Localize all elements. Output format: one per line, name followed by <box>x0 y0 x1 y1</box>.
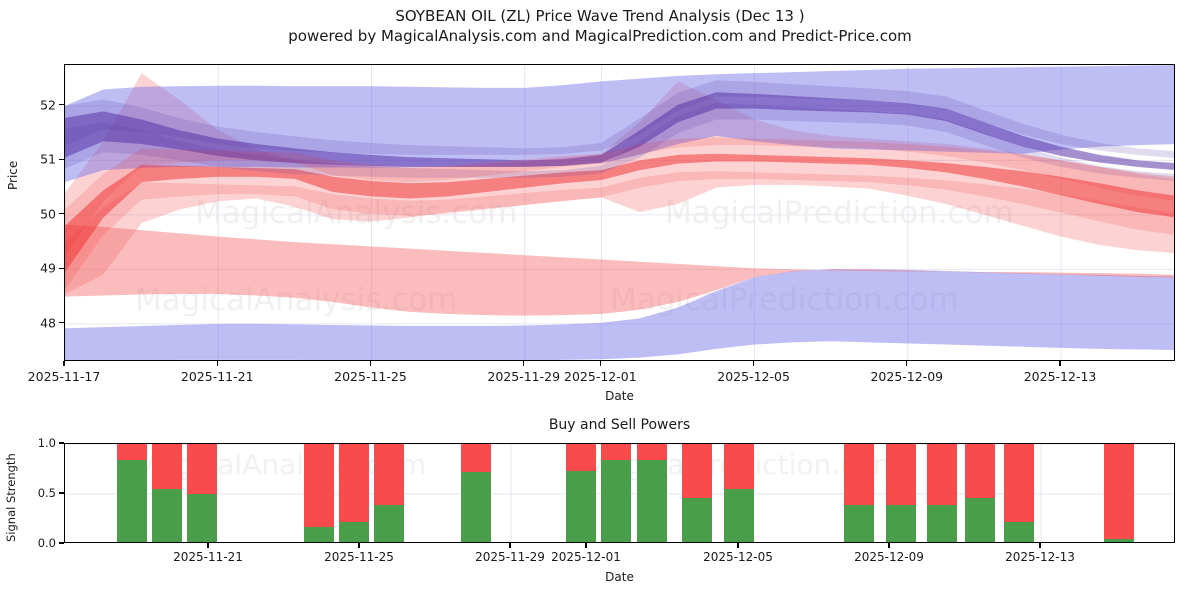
bar-buy <box>601 460 631 542</box>
bar-buy <box>304 527 334 542</box>
lower-x-tick-label: 2025-12-09 <box>854 550 924 564</box>
bar-sell <box>844 444 874 505</box>
bar-buy <box>886 505 916 542</box>
main-x-tick-mark <box>599 361 601 366</box>
bar-buy <box>637 460 667 542</box>
bar-sell <box>187 444 217 494</box>
main-y-tick-mark <box>59 158 64 160</box>
main-y-tick-label: 48 <box>40 315 56 331</box>
bar-buy <box>844 505 874 542</box>
bar-buy <box>927 505 957 542</box>
lower-y-tick-mark <box>59 442 64 444</box>
main-y-tick-label: 51 <box>40 151 56 167</box>
lower-x-tick-label: 2025-12-13 <box>1005 550 1075 564</box>
lower-x-axis-label: Date <box>605 570 634 584</box>
main-y-tick-mark <box>59 322 64 324</box>
main-x-tick-mark <box>369 361 372 366</box>
title-block: SOYBEAN OIL (ZL) Price Wave Trend Analys… <box>0 6 1200 47</box>
svg-text:MagicalAnalysis.com: MagicalAnalysis.com <box>135 282 457 318</box>
main-y-tick-label: 49 <box>40 260 56 276</box>
bar-buy <box>1004 522 1034 542</box>
price-wave-chart: MagicalAnalysis.com MagicalPrediction.com… <box>64 64 1175 361</box>
lower-y-tick-label: 1.0 <box>37 436 56 450</box>
main-x-tick-label: 2025-11-17 <box>27 369 101 384</box>
bar-sell <box>724 444 754 489</box>
bar-sell <box>339 444 369 522</box>
lower-x-tick-label: 2025-11-21 <box>173 550 243 564</box>
bar-buy <box>682 498 712 542</box>
svg-text:MagicalPrediction.com: MagicalPrediction.com <box>610 282 959 318</box>
bar-sell <box>886 444 916 505</box>
bar-buy <box>566 471 596 542</box>
bar-sell <box>374 444 404 505</box>
lower-y-tick-label: 0.5 <box>37 486 56 500</box>
main-x-tick-mark <box>523 361 525 366</box>
bar-sell <box>461 444 491 472</box>
bar-buy <box>187 494 217 542</box>
main-x-tick-label: 2025-11-25 <box>334 369 407 384</box>
bar-sell <box>1104 444 1134 539</box>
page-subtitle: powered by MagicalAnalysis.com and Magic… <box>288 27 912 45</box>
main-x-tick-label: 2025-11-29 <box>487 369 561 384</box>
main-x-tick-mark <box>1059 361 1061 366</box>
bar-buy <box>339 522 369 542</box>
bar-sell <box>637 444 667 460</box>
lower-x-tick-mark <box>358 543 360 548</box>
lower-x-tick-mark <box>509 543 511 548</box>
bar-sell <box>566 444 596 471</box>
svg-text:MagicalPrediction.com: MagicalPrediction.com <box>665 195 1014 231</box>
main-x-tick-label: 2025-12-01 <box>564 369 637 384</box>
page-title: SOYBEAN OIL (ZL) Price Wave Trend Analys… <box>395 7 805 25</box>
bar-sell <box>304 444 334 527</box>
main-x-tick-mark <box>752 361 755 366</box>
main-y-tick-label: 50 <box>40 206 56 222</box>
lower-x-tick-label: 2025-12-05 <box>703 550 773 564</box>
bar-sell <box>927 444 957 505</box>
main-x-axis-label: Date <box>605 389 634 403</box>
bar-sell <box>601 444 631 460</box>
svg-text:MagicalAnalysis.com: MagicalAnalysis.com <box>195 195 517 231</box>
lower-chart-title: Buy and Sell Powers <box>548 417 691 433</box>
main-y-tick-mark <box>59 267 64 269</box>
bar-buy <box>117 460 147 542</box>
main-x-tick-mark <box>906 361 908 366</box>
bar-buy <box>374 505 404 542</box>
bar-sell <box>152 444 182 489</box>
lower-x-tick-mark <box>1039 543 1041 548</box>
bar-sell <box>117 444 147 460</box>
bar-sell <box>965 444 995 498</box>
lower-x-tick-mark <box>737 543 739 548</box>
lower-x-tick-label: 2025-11-25 <box>324 550 394 564</box>
lower-y-tick-mark <box>59 542 64 544</box>
bar-buy <box>461 472 491 542</box>
main-x-tick-mark <box>63 361 65 366</box>
lower-x-tick-mark <box>585 543 587 548</box>
lower-x-tick-mark <box>888 543 890 548</box>
main-x-tick-label: 2025-12-05 <box>717 369 790 384</box>
main-x-tick-label: 2025-12-13 <box>1023 369 1097 384</box>
bar-sell <box>682 444 712 498</box>
main-y-tick-mark <box>59 104 64 106</box>
main-y-tick-label: 52 <box>40 97 56 113</box>
bar-sell <box>1004 444 1034 522</box>
bar-buy <box>1104 539 1134 542</box>
lower-y-tick-mark <box>59 492 64 494</box>
lower-x-tick-label: 2025-11-29 <box>475 550 545 564</box>
main-x-tick-label: 2025-12-09 <box>870 369 944 384</box>
bar-buy <box>152 489 182 542</box>
main-x-tick-label: 2025-11-21 <box>180 369 254 384</box>
main-x-tick-mark <box>216 361 218 366</box>
main-y-tick-mark <box>59 213 64 215</box>
lower-y-tick-label: 0.0 <box>37 536 56 550</box>
bar-buy <box>724 489 754 542</box>
bar-buy <box>965 498 995 542</box>
lower-x-tick-label: 2025-12-01 <box>551 550 621 564</box>
lower-x-tick-mark <box>207 543 209 548</box>
